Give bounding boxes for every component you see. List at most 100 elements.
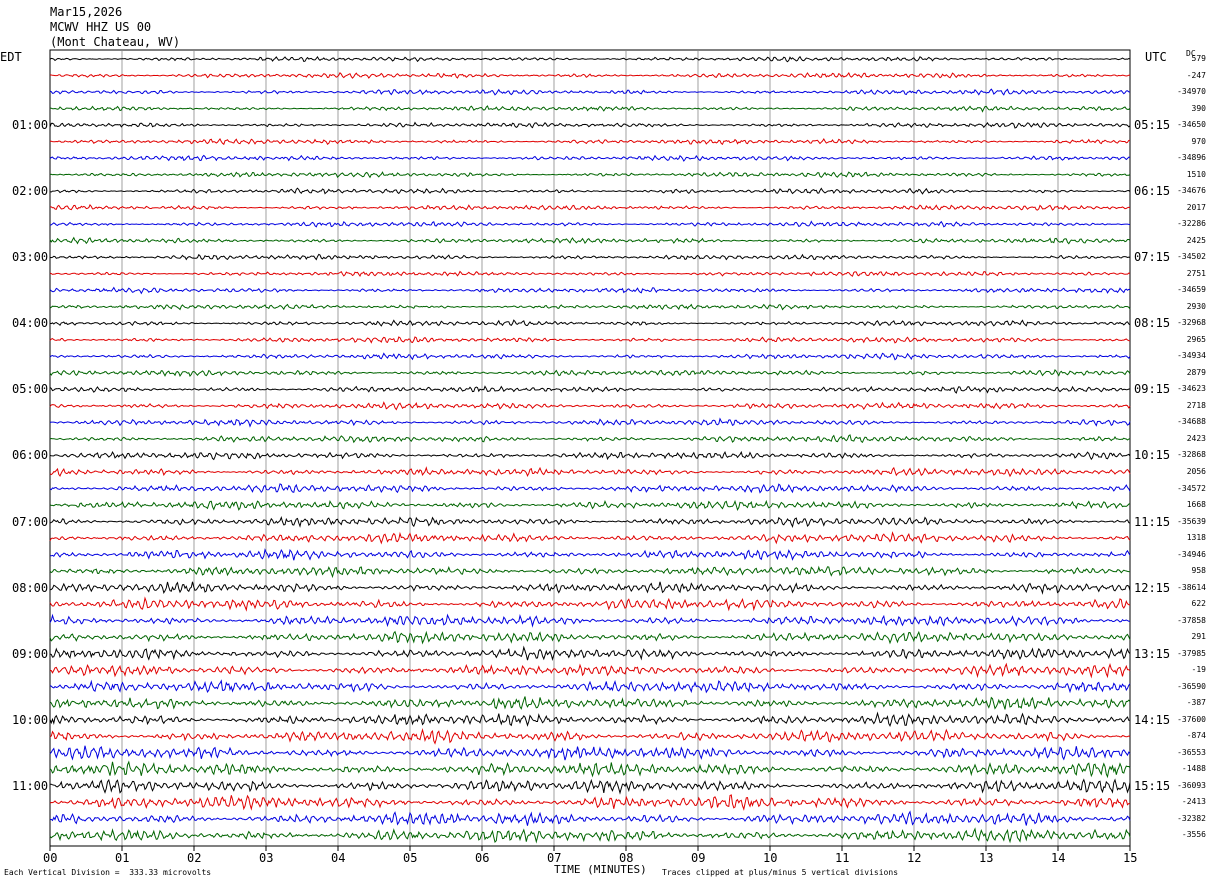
x-tick-label: 12 <box>907 851 922 865</box>
dc-offset-label: 390 <box>1191 103 1206 113</box>
right-hour-label: 15:15 <box>1134 778 1171 793</box>
minute-gridlines <box>49 49 1131 847</box>
trace-44 <box>49 760 1131 779</box>
trace-12 <box>49 236 1131 245</box>
trace-27 <box>49 483 1131 494</box>
trace-39 <box>49 679 1131 694</box>
left-timezone-label: EDT <box>0 50 22 64</box>
left-hour-label: 01:00 <box>12 118 49 133</box>
trace-18 <box>49 336 1131 344</box>
trace-32 <box>49 565 1131 579</box>
dc-offset-label: 1668 <box>1186 500 1206 510</box>
trace-47 <box>49 810 1131 826</box>
x-tick-label: 00 <box>43 851 58 865</box>
trace-33 <box>49 581 1131 595</box>
dc-offset-label: -34970 <box>1177 87 1206 97</box>
trace-14 <box>49 270 1131 277</box>
dc-offset-label: 579 <box>1191 54 1206 63</box>
trace-43 <box>49 745 1131 761</box>
trace-7 <box>49 154 1131 162</box>
dc-offset-label: -247 <box>1186 70 1206 80</box>
dc-offset-label: 970 <box>1191 136 1206 146</box>
trace-31 <box>50 548 1131 561</box>
dc-offset-label: 2930 <box>1186 301 1206 311</box>
x-axis-label: TIME (MINUTES) <box>554 863 647 876</box>
x-tick-label: 15 <box>1123 851 1138 865</box>
dc-offset-label: -387 <box>1186 698 1206 708</box>
x-tick-label: 11 <box>835 851 850 865</box>
clip-note: Traces clipped at plus/minus 5 vertical … <box>662 868 899 877</box>
left-hour-label: 07:00 <box>12 514 49 529</box>
trace-16 <box>49 303 1131 311</box>
trace-29 <box>49 515 1131 528</box>
trace-30 <box>49 531 1131 545</box>
dc-offset-label: 2965 <box>1186 334 1206 344</box>
trace-45 <box>50 778 1131 795</box>
x-tick-label: 13 <box>979 851 994 865</box>
x-tick-label: 08 <box>619 851 634 865</box>
trace-11 <box>49 220 1131 228</box>
right-timezone-label: UTC <box>1145 50 1167 64</box>
dc-offset-label: -34650 <box>1177 120 1206 130</box>
right-hour-label: 13:15 <box>1134 646 1171 661</box>
dc-offset-label: -32968 <box>1177 318 1206 328</box>
trace-42 <box>49 727 1131 745</box>
trace-22 <box>49 401 1131 411</box>
trace-20 <box>49 368 1131 377</box>
x-tick-label: 10 <box>763 851 778 865</box>
x-tick-label: 03 <box>259 851 274 865</box>
left-hour-label: 04:00 <box>12 316 49 331</box>
right-hour-label: 12:15 <box>1134 580 1171 595</box>
trace-40 <box>49 696 1131 710</box>
trace-5 <box>49 121 1131 129</box>
dc-offset-label: -34659 <box>1177 285 1206 295</box>
station-code: MCWV HHZ US 00 <box>50 20 152 34</box>
right-hour-label: 05:15 <box>1134 118 1171 133</box>
right-hour-label: 08:15 <box>1134 316 1171 331</box>
trace-3 <box>49 88 1131 96</box>
trace-38 <box>49 662 1131 679</box>
right-hour-label: 11:15 <box>1134 514 1171 529</box>
trace-24 <box>49 434 1131 444</box>
x-tick-label: 05 <box>403 851 418 865</box>
plot-frame <box>49 49 1131 847</box>
dc-offset-label: -34946 <box>1177 549 1206 559</box>
trace-35 <box>49 613 1131 628</box>
dc-offset-label: 2425 <box>1186 235 1206 245</box>
record-date: Mar15,2026 <box>50 5 123 19</box>
dc-offset-label: -34502 <box>1177 252 1206 262</box>
trace-28 <box>49 499 1131 511</box>
left-hour-label: 03:00 <box>12 250 49 265</box>
dc-offset-label: 622 <box>1191 599 1206 609</box>
x-tick-label: 06 <box>475 851 490 865</box>
station-location: (Mont Chateau, WV) <box>50 35 181 49</box>
dc-offset-label: 2017 <box>1186 202 1206 212</box>
dc-offset-label: -32382 <box>1177 813 1206 823</box>
trace-1 <box>49 55 1131 63</box>
dc-offset-label: 2423 <box>1186 433 1206 443</box>
x-tick-label: 04 <box>331 851 346 865</box>
x-tick-label: 14 <box>1051 851 1066 865</box>
left-hour-label: 06:00 <box>12 448 49 463</box>
dc-offset-label: -35639 <box>1177 516 1206 526</box>
dc-offset-label: -37858 <box>1177 615 1206 625</box>
dc-offset-label: -38614 <box>1177 582 1206 592</box>
scale-note: Each Vertical Division = 333.33 microvol… <box>4 868 212 877</box>
dc-offset-label: -3556 <box>1181 830 1206 840</box>
dc-offset-label: -37600 <box>1177 714 1206 724</box>
trace-8 <box>49 171 1131 179</box>
dc-offset-label: 2056 <box>1186 467 1206 476</box>
trace-37 <box>49 645 1131 662</box>
trace-13 <box>49 253 1131 261</box>
left-hour-label: 11:00 <box>12 778 49 793</box>
dc-offset-label: 2718 <box>1186 400 1206 410</box>
dc-offset-label: -34572 <box>1177 483 1206 493</box>
trace-9 <box>49 187 1131 195</box>
x-tick-label: 02 <box>187 851 202 865</box>
dc-offset-label: -2413 <box>1181 797 1206 807</box>
dc-offset-label: -32286 <box>1177 219 1206 229</box>
left-hour-label: 09:00 <box>12 646 49 661</box>
x-axis <box>49 845 1131 851</box>
dc-offset-label: 2751 <box>1186 268 1206 278</box>
